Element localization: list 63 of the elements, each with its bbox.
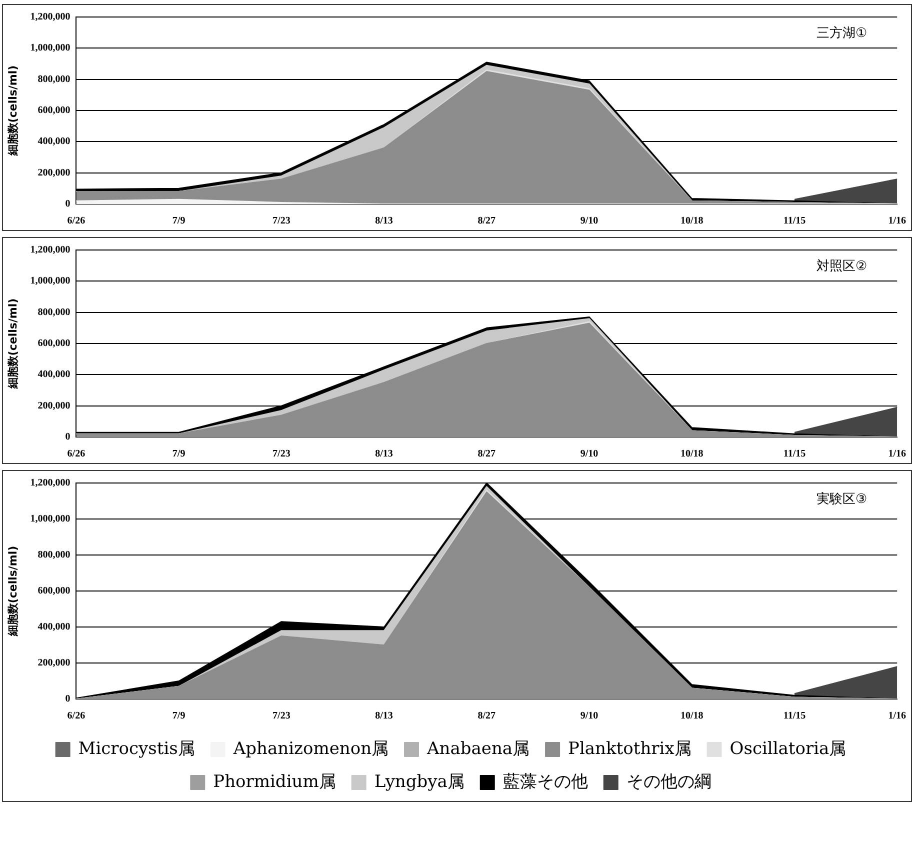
y-tick-label: 600,000 (38, 338, 70, 350)
y-tick-label: 1,200,000 (30, 478, 70, 489)
x-tick-label: 8/13 (375, 216, 393, 227)
x-tick-label: 8/13 (375, 448, 393, 460)
y-tick-label: 200,000 (38, 400, 70, 412)
y-tick-label: 0 (65, 694, 70, 705)
y-tick-label: 200,000 (38, 658, 70, 669)
text: 実験区③ (816, 490, 868, 507)
x-tick-label: 8/27 (478, 710, 496, 722)
y-tick-label: 0 (65, 432, 70, 443)
x-tick-label: 7/23 (272, 216, 290, 227)
x-tick-label: 11/15 (783, 216, 806, 227)
x-tick-label: 9/10 (580, 710, 598, 722)
legend-label: Lyngbya属 (374, 772, 464, 792)
y-tick-label: 600,000 (38, 586, 70, 597)
y-tick-label: 1,000,000 (30, 42, 70, 54)
legend-label: Planktothrix属 (568, 738, 692, 759)
x-tick-label: 11/15 (783, 710, 806, 722)
y-tick-label: 800,000 (38, 306, 70, 318)
x-tick-label: 1/16 (888, 216, 906, 227)
y-tick-label: 200,000 (38, 167, 70, 178)
x-tick-label: 10/18 (680, 710, 704, 722)
y-tick-label: 1,000,000 (30, 514, 70, 525)
x-tick-label: 7/9 (172, 710, 186, 722)
legend-label: その他の綱 (626, 772, 712, 792)
text: 三方湖① (816, 24, 868, 41)
y-tick-label: 1,200,000 (30, 244, 70, 256)
text: 対照区② (816, 258, 868, 274)
x-tick-label: 9/10 (580, 448, 598, 460)
legend-label: Phormidium属 (213, 772, 336, 792)
legend-label: Microcystis属 (78, 738, 195, 759)
x-tick-label: 9/10 (580, 216, 598, 227)
y-tick-label: 800,000 (38, 74, 70, 85)
x-tick-label: 10/18 (680, 216, 704, 227)
x-tick-label: 7/9 (172, 448, 186, 460)
x-tick-label: 6/26 (67, 710, 86, 722)
y-tick-label: 600,000 (38, 105, 70, 116)
x-tick-label: 1/16 (888, 448, 906, 460)
x-tick-label: 7/23 (272, 448, 290, 460)
x-tick-label: 7/23 (272, 710, 290, 722)
x-tick-label: 1/16 (888, 710, 906, 722)
y-axis-title: 細胞数(cells/ml) (6, 298, 20, 390)
x-tick-label: 7/9 (172, 216, 186, 227)
y-axis-title: 細胞数(cells/ml) (6, 65, 20, 157)
y-axis-title: 細胞数(cells/ml) (6, 546, 20, 638)
legend-label: Oscillatoria属 (730, 738, 846, 759)
x-tick-label: 8/27 (478, 216, 496, 227)
legend-label: Aphanizomenon属 (232, 738, 389, 759)
x-tick-label: 8/27 (478, 448, 496, 460)
legend-label: Anabaena属 (426, 738, 530, 759)
y-tick-label: 800,000 (38, 550, 70, 561)
y-tick-label: 1,000,000 (30, 276, 70, 287)
x-tick-label: 8/13 (375, 710, 393, 722)
y-tick-label: 400,000 (38, 136, 70, 148)
x-tick-label: 6/26 (67, 216, 86, 227)
y-tick-label: 1,200,000 (30, 12, 70, 23)
legend-label: 藍藻その他 (502, 772, 588, 792)
y-tick-label: 400,000 (38, 369, 70, 380)
y-tick-label: 400,000 (38, 622, 70, 633)
y-tick-label: 0 (65, 198, 70, 210)
x-tick-label: 11/15 (783, 448, 806, 460)
x-tick-label: 10/18 (680, 448, 704, 460)
x-tick-label: 6/26 (67, 448, 86, 460)
